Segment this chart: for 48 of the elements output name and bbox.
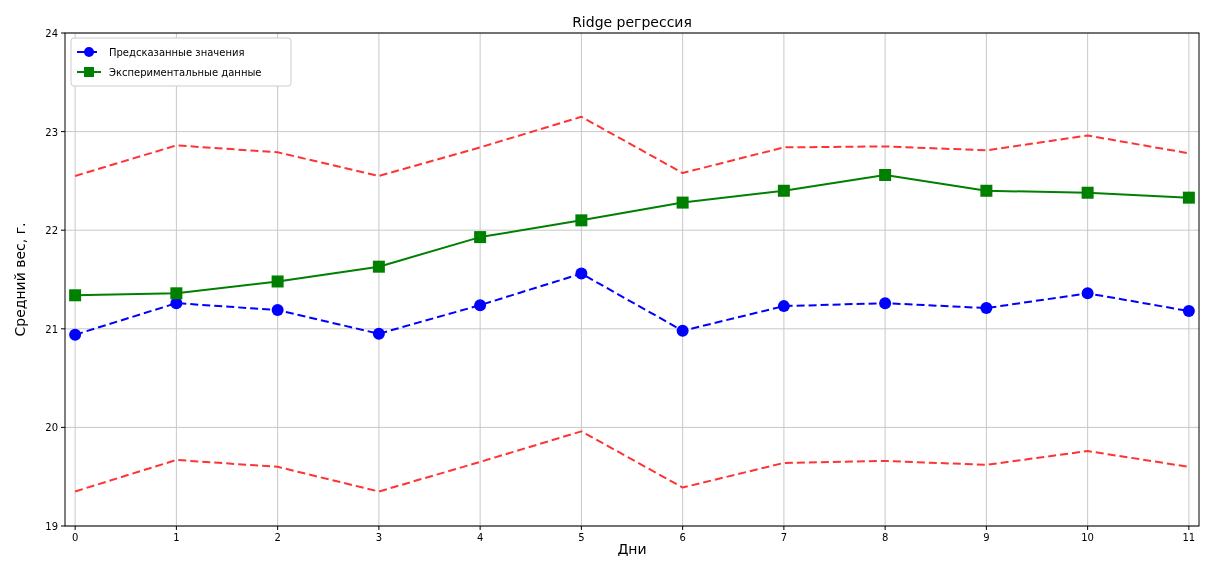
point xyxy=(372,260,385,273)
point xyxy=(980,184,993,197)
y-tick-label: 20 xyxy=(45,422,58,434)
point xyxy=(777,184,790,197)
point xyxy=(1081,186,1094,199)
x-tick-label: 11 xyxy=(1182,532,1196,543)
point xyxy=(69,328,82,341)
point xyxy=(980,302,993,315)
x-tick-label: 8 xyxy=(881,532,889,543)
chart-title: Ridge регрессия xyxy=(572,14,692,30)
x-tick-label: 4 xyxy=(476,532,484,543)
point xyxy=(271,275,284,288)
point xyxy=(575,214,588,227)
point xyxy=(879,168,892,181)
point xyxy=(271,304,284,317)
point xyxy=(1182,191,1195,204)
point xyxy=(777,300,790,313)
x-axis-title: Дни xyxy=(617,541,647,557)
point xyxy=(372,327,385,340)
point xyxy=(69,289,82,302)
point xyxy=(170,287,183,300)
x-tick-label: 0 xyxy=(71,532,79,543)
x-tick-label: 3 xyxy=(375,532,383,543)
legend-label: Предсказанные значения xyxy=(109,47,245,58)
y-tick-label: 24 xyxy=(45,28,58,39)
point xyxy=(676,196,689,209)
y-tick-label: 21 xyxy=(45,323,58,335)
point xyxy=(1081,287,1094,300)
x-tick-label: 2 xyxy=(274,532,281,543)
point xyxy=(474,231,487,244)
y-tick-label: 22 xyxy=(45,225,58,237)
x-tick-label: 5 xyxy=(578,532,585,543)
y-axis-title: Средний вес, г. xyxy=(12,222,28,337)
point xyxy=(474,299,487,312)
x-tick-label: 6 xyxy=(679,532,686,543)
legend-label: Экспериментальные данные xyxy=(109,67,262,78)
x-tick-label: 7 xyxy=(780,532,788,543)
point xyxy=(575,267,588,280)
x-tick-label: 1 xyxy=(173,532,180,543)
line-series xyxy=(74,430,1190,493)
line-series xyxy=(74,115,1190,177)
y-tick-label: 19 xyxy=(45,521,58,532)
x-tick-label: 10 xyxy=(1081,532,1094,543)
y-tick-label: 23 xyxy=(45,126,58,138)
x-tick-label: 9 xyxy=(983,532,990,543)
point xyxy=(1182,305,1195,318)
point xyxy=(676,324,689,337)
point xyxy=(879,297,892,310)
